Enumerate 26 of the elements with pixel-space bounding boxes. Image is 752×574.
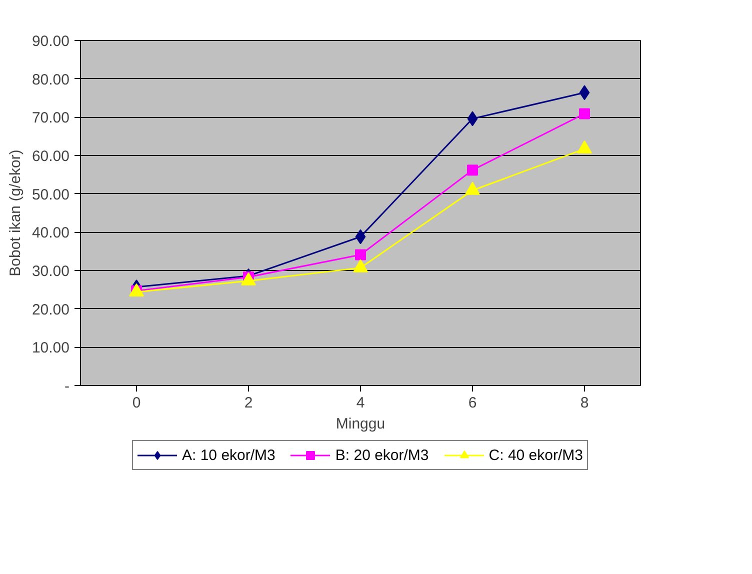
y-tick-label: -: [64, 378, 70, 395]
x-tick-label: 6: [468, 394, 477, 412]
y-tick-label: 50.00: [32, 186, 70, 204]
point: [579, 108, 590, 120]
y-tick-label: 10.00: [32, 340, 70, 357]
y-tick-label: 20.00: [32, 301, 70, 318]
point: [467, 164, 478, 176]
x-tick-label: 0: [132, 394, 141, 412]
x-axis-title: Minggu: [336, 416, 386, 432]
point: [355, 249, 366, 260]
x-tick-label: 4: [356, 394, 365, 412]
x-tick-label: 2: [244, 394, 253, 412]
y-tick-label: 60.00: [32, 148, 70, 165]
y-axis-title: Bobot ikan (g/ekor): [6, 150, 24, 276]
x-tick-label: 8: [580, 394, 589, 412]
y-tick-label: 40.00: [32, 224, 70, 242]
legend-label: C: 40 ekor/M3: [488, 446, 583, 464]
legend-label: B: 20 ekor/M3: [335, 446, 429, 464]
point: [579, 85, 590, 100]
legend-label: A: 10 ekor/M3: [182, 446, 276, 464]
point: [355, 229, 366, 244]
point: [467, 111, 478, 126]
y-tick-label: 90.00: [32, 33, 70, 50]
y-tick-label: 70.00: [32, 110, 70, 127]
y-tick-label: 80.00: [32, 71, 70, 88]
y-tick-label: 30.00: [32, 263, 70, 280]
